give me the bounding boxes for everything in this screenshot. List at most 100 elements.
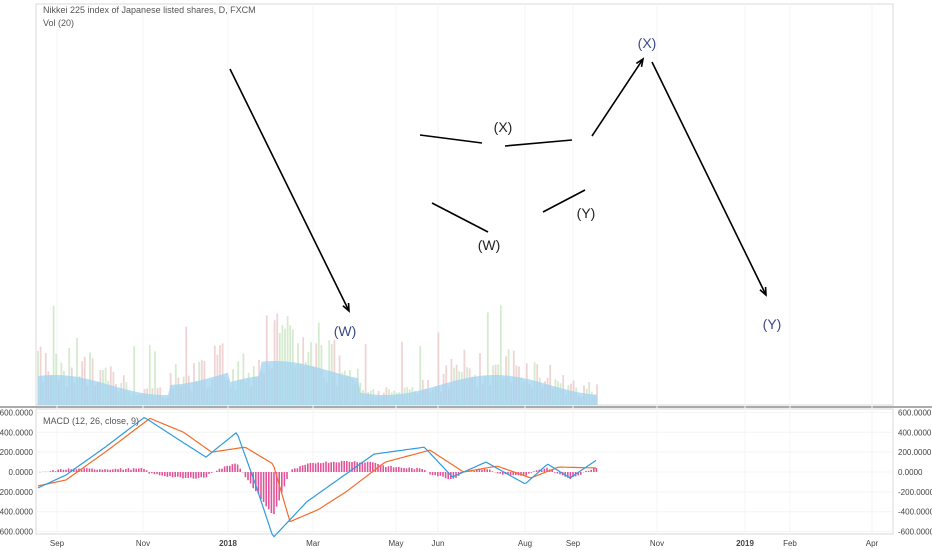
time-axis-label: Mar <box>306 539 320 548</box>
macd-histogram-bar <box>481 469 483 472</box>
macd-histogram-bar <box>366 461 369 472</box>
macd-histogram-bar <box>283 472 286 487</box>
time-axis-label: Nov <box>650 539 664 548</box>
macd-histogram-bar <box>304 464 306 472</box>
macd-histogram-bar <box>80 469 83 472</box>
macd-histogram-bar <box>226 465 228 472</box>
macd-histogram-bar <box>140 468 143 472</box>
macd-histogram-bar <box>395 467 397 472</box>
macd-histogram-bar <box>335 462 338 472</box>
wave-label-y-august: (Y) <box>577 205 596 221</box>
macd-histogram-bar <box>491 471 494 472</box>
macd-axis-label-right: 0.0000 <box>898 468 923 477</box>
macd-histogram-bar <box>346 461 348 472</box>
time-axis-label: Aug <box>518 539 532 548</box>
macd-axis-label-left: 400.0000 <box>0 428 34 437</box>
macd-histogram-bar <box>195 472 197 479</box>
macd-histogram-bar <box>509 472 512 476</box>
macd-histogram-bar <box>91 468 93 472</box>
macd-histogram-bar <box>205 472 208 478</box>
macd-histogram-bar <box>299 466 301 472</box>
macd-histogram-bar <box>522 472 525 477</box>
macd-histogram-bar <box>270 472 273 514</box>
volume-bar <box>463 349 466 405</box>
macd-histogram-bar <box>413 469 416 472</box>
macd-histogram-bar <box>348 461 351 472</box>
volume-bar <box>419 346 422 405</box>
macd-histogram-bar <box>244 472 247 478</box>
volume-bar <box>317 322 320 405</box>
macd-histogram-bar <box>559 472 561 475</box>
macd-histogram-bar <box>99 469 101 472</box>
macd-histogram-bar <box>158 472 161 476</box>
macd-histogram-bar <box>314 463 317 472</box>
macd-histogram-bar <box>325 461 327 472</box>
macd-histogram-bar <box>49 471 52 472</box>
macd-histogram-bar <box>554 472 556 473</box>
macd-axis-label-right: 200.0000 <box>898 448 932 457</box>
macd-histogram-bar <box>286 472 288 480</box>
macd-histogram-bar <box>434 472 436 476</box>
macd-histogram-bar <box>444 472 447 479</box>
macd-histogram-bar <box>322 462 325 472</box>
macd-histogram-bar <box>411 467 413 472</box>
macd-histogram-bar <box>262 472 265 502</box>
volume-bar <box>213 345 216 405</box>
macd-histogram-bar <box>385 467 387 472</box>
macd-histogram-bar <box>590 469 592 472</box>
macd-histogram-bar <box>153 472 156 475</box>
time-axis-label: Jun <box>432 539 445 548</box>
macd-histogram-bar <box>93 469 96 472</box>
macd-histogram-bar <box>145 470 148 472</box>
macd-histogram-bar <box>83 468 85 472</box>
macd-histogram-bar <box>252 472 254 489</box>
macd-histogram-bar <box>122 469 124 472</box>
macd-histogram-bar <box>190 472 192 478</box>
time-axis-label: 2018 <box>219 539 237 548</box>
macd-histogram-bar <box>143 468 145 472</box>
macd-histogram-bar <box>317 462 319 472</box>
macd-histogram-bar <box>171 472 174 478</box>
time-axis-label: 2019 <box>736 539 754 548</box>
macd-histogram-bar <box>551 469 553 472</box>
macd-histogram-bar <box>359 462 361 472</box>
macd-histogram-bar <box>447 472 449 480</box>
macd-histogram-bar <box>400 467 403 472</box>
wave-w-arrow-head <box>342 302 350 313</box>
volume-bar <box>286 315 289 405</box>
macd-histogram-bar <box>512 472 514 476</box>
macd-histogram-bar <box>320 463 322 472</box>
triangle-upper-line-1 <box>419 134 483 144</box>
time-axis-label: Nov <box>136 539 150 548</box>
volume-bar <box>154 351 156 405</box>
macd-histogram-bar <box>210 472 213 473</box>
macd-histogram-bar <box>416 467 418 472</box>
macd-histogram-bar <box>216 470 218 472</box>
grid <box>0 3 932 535</box>
macd-histogram-bar <box>356 462 358 472</box>
macd-histogram-bar <box>502 472 504 475</box>
macd-histogram-bar <box>192 472 195 479</box>
macd-histogram-bar <box>364 462 366 472</box>
macd-axis-label-right: -400.0000 <box>898 508 932 517</box>
macd-histogram-bar <box>372 462 374 472</box>
volume-bar <box>39 346 42 405</box>
macd-indicator-label: MACD (12, 26, close, 9) <box>43 416 140 426</box>
volume-moving-average-area <box>38 361 597 405</box>
macd-histogram-bar <box>327 462 330 472</box>
volume-indicator-label: Vol (20) <box>43 18 75 28</box>
macd-histogram-bar <box>437 472 439 477</box>
macd-histogram-bar <box>301 465 304 472</box>
macd-histogram-bar <box>374 462 377 472</box>
macd-histogram-bar <box>567 472 569 478</box>
macd-histogram-bar <box>234 463 236 472</box>
macd-histogram-bar <box>67 468 70 472</box>
macd-histogram-bar <box>247 472 249 481</box>
macd-histogram-bar <box>587 470 590 472</box>
macd-histogram-bar <box>223 466 226 472</box>
macd-histogram-bar <box>208 472 210 474</box>
macd-histogram-bar <box>218 468 221 472</box>
macd-histogram-bar <box>530 472 533 473</box>
macd-histogram-bar <box>164 472 166 477</box>
